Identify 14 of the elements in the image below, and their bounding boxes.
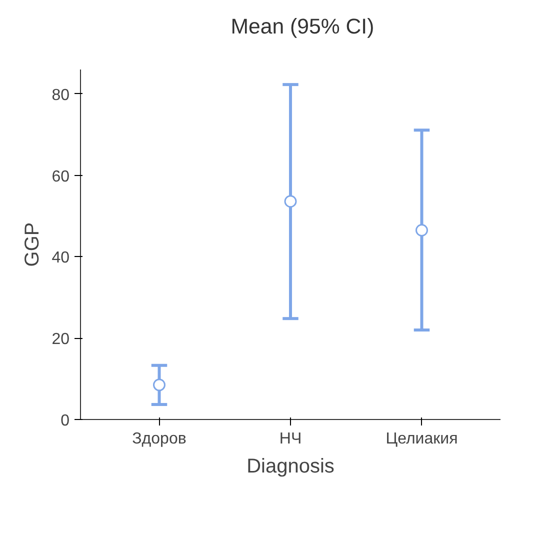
y-tick-label: 80	[52, 86, 70, 104]
point	[416, 224, 428, 236]
y-tick-label: 0	[60, 412, 70, 430]
x-tick-label: НЧ	[279, 430, 302, 448]
x-tick-label: Целиакия	[386, 430, 458, 448]
x-tick-label: Здоров	[132, 430, 186, 448]
y-tick-label: 40	[52, 250, 70, 267]
y-axis-title: GGP	[22, 222, 44, 267]
text: Mean (95% CI)	[230, 14, 374, 40]
point	[284, 195, 297, 208]
y-tick-label: 20	[52, 331, 70, 348]
point	[153, 378, 166, 392]
x-axis-title: Diagnosis	[246, 456, 334, 478]
y-tick-label: 60	[52, 168, 70, 186]
